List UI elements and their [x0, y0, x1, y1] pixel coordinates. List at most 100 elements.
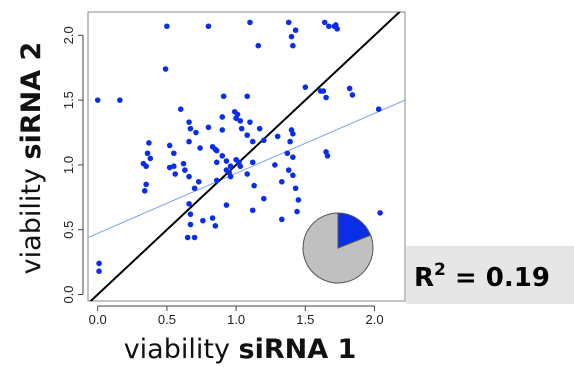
- data-point: [219, 127, 226, 133]
- data-point: [166, 164, 173, 171]
- x-axis-title: viability siRNA 1: [124, 334, 357, 365]
- data-point: [285, 19, 292, 26]
- data-point: [292, 27, 299, 33]
- data-point: [287, 138, 293, 145]
- data-point: [213, 159, 220, 166]
- data-point: [256, 125, 263, 132]
- data-point: [302, 84, 309, 90]
- data-point: [213, 177, 220, 184]
- data-point: [220, 93, 227, 100]
- y-tick-label: 2.0: [61, 26, 76, 44]
- y-tick-label: 0.5: [61, 221, 76, 239]
- x-tick-label: 0.5: [158, 312, 176, 327]
- data-point: [223, 158, 230, 164]
- data-point: [219, 153, 226, 159]
- data-point: [187, 221, 194, 228]
- data-point: [166, 142, 173, 149]
- data-point: [193, 129, 199, 136]
- data-point: [247, 119, 253, 125]
- data-point: [278, 178, 285, 185]
- data-point: [326, 23, 332, 30]
- data-point: [261, 195, 267, 202]
- data-point: [249, 207, 256, 214]
- r2-pie-chart: [302, 212, 374, 284]
- data-point: [180, 160, 187, 167]
- data-point: [238, 125, 245, 132]
- y-axis-title: viability siRNA 2: [16, 42, 47, 275]
- data-point: [184, 234, 191, 241]
- data-point: [274, 133, 281, 140]
- data-point: [323, 94, 329, 101]
- data-points: [94, 19, 383, 274]
- x-tick-label: 1.0: [227, 312, 245, 327]
- data-point: [375, 106, 382, 112]
- y-tick-label: 1.0: [61, 156, 76, 174]
- r2-label: R2 = 0.19: [414, 260, 550, 293]
- data-point: [213, 147, 220, 154]
- data-point: [290, 172, 296, 179]
- x-tick-label: 2.0: [366, 312, 384, 327]
- r2-box-background: [406, 246, 574, 304]
- y-tick-label: 1.5: [61, 91, 76, 109]
- data-point: [140, 160, 147, 167]
- data-point: [187, 211, 194, 217]
- data-point: [219, 114, 226, 120]
- data-point: [147, 155, 154, 162]
- identity-line: [89, 12, 401, 301]
- data-point: [146, 140, 152, 146]
- data-point: [164, 23, 170, 30]
- data-point: [94, 97, 101, 103]
- data-point: [96, 268, 102, 274]
- data-point: [209, 215, 216, 221]
- data-point: [227, 173, 234, 180]
- data-point: [324, 153, 331, 159]
- data-point: [290, 131, 296, 137]
- x-axis: 0.0 0.5 1.0 1.5 2.0: [89, 305, 384, 327]
- data-point: [332, 22, 339, 28]
- data-point: [294, 208, 300, 215]
- data-point: [244, 171, 250, 177]
- pie-slice: [337, 212, 372, 249]
- data-point: [187, 125, 194, 132]
- data-point: [171, 150, 177, 157]
- data-point: [205, 23, 212, 30]
- data-point: [261, 137, 267, 144]
- data-point: [205, 124, 212, 131]
- data-point: [117, 97, 123, 103]
- data-point: [290, 154, 296, 160]
- data-point: [278, 216, 285, 223]
- data-point: [172, 171, 179, 177]
- data-point: [182, 167, 188, 173]
- data-point: [191, 234, 198, 241]
- data-point: [255, 42, 262, 49]
- data-point: [234, 111, 241, 118]
- data-point: [96, 260, 102, 267]
- data-point: [288, 33, 295, 40]
- data-point: [249, 159, 256, 166]
- x-tick-label: 1.5: [296, 312, 314, 327]
- regression-line: [88, 99, 405, 238]
- data-point: [284, 150, 291, 157]
- data-point: [247, 19, 253, 26]
- data-point: [249, 138, 256, 145]
- data-point: [244, 132, 250, 138]
- data-point: [144, 150, 151, 157]
- data-point: [162, 66, 169, 72]
- data-point: [295, 197, 302, 203]
- y-tick-label: 0.0: [61, 285, 76, 303]
- data-point: [349, 92, 356, 98]
- data-point: [212, 223, 219, 229]
- data-point: [320, 88, 327, 94]
- data-point: [377, 210, 383, 216]
- data-point: [285, 167, 292, 173]
- data-point: [186, 173, 192, 180]
- y-axis: 0.0 0.5 1.0 1.5 2.0: [61, 26, 84, 304]
- data-point: [186, 138, 192, 145]
- data-point: [272, 162, 278, 168]
- data-point: [191, 185, 198, 192]
- data-point: [143, 181, 149, 188]
- data-point: [321, 19, 328, 26]
- data-point: [195, 178, 202, 185]
- data-point: [223, 202, 230, 208]
